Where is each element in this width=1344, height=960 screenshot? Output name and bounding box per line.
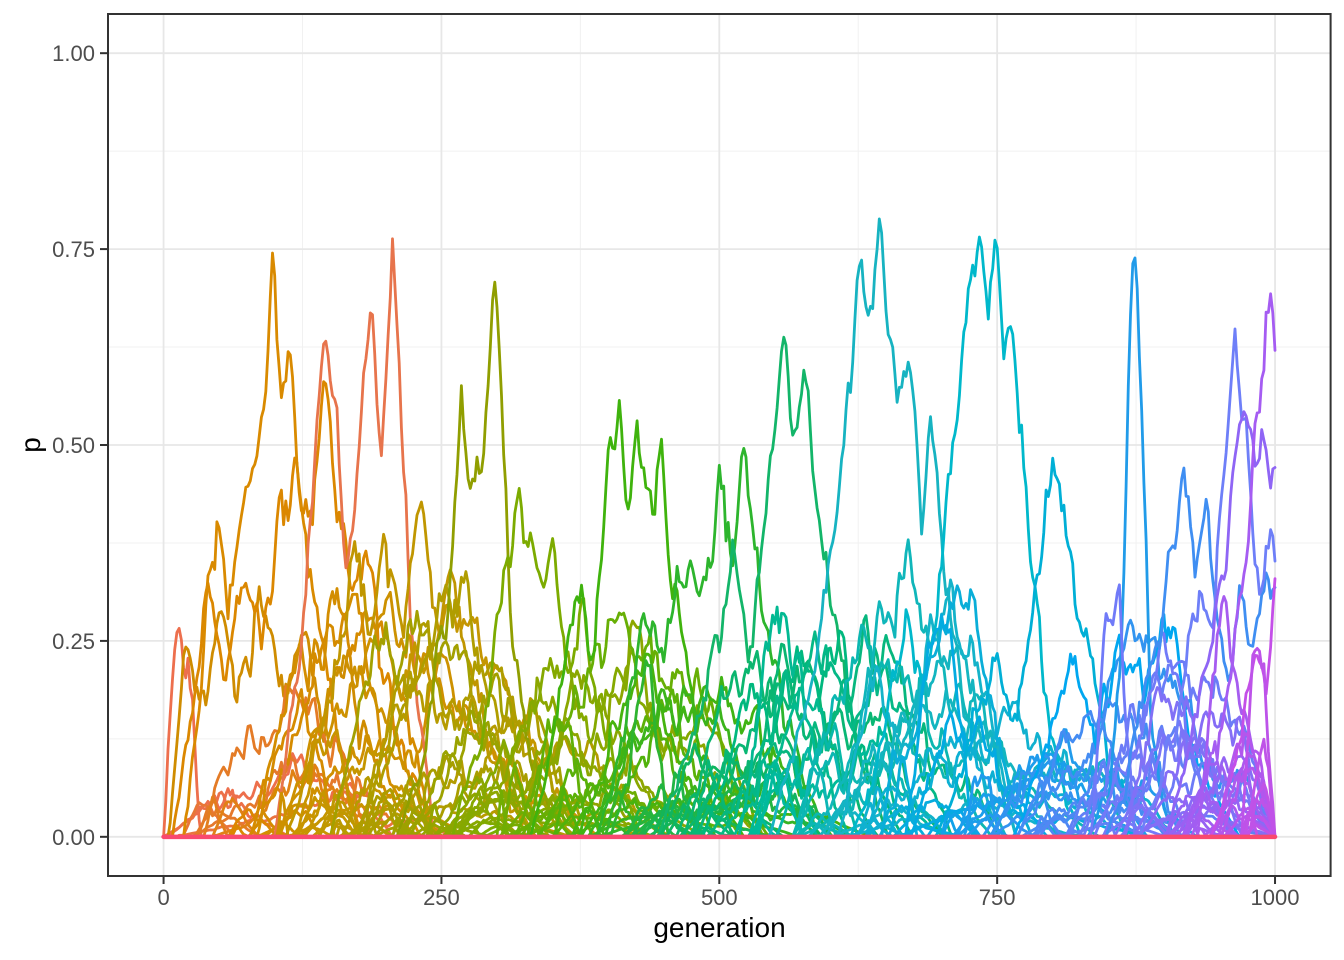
x-axis-title: generation <box>653 912 786 943</box>
y-tick-label: 0.25 <box>52 629 95 654</box>
y-tick-label: 0.50 <box>52 433 95 458</box>
y-tick-label: 1.00 <box>52 41 95 66</box>
y-axis-title: p <box>15 437 46 453</box>
x-tick-label: 250 <box>423 885 460 910</box>
x-tick-label: 0 <box>157 885 169 910</box>
y-tick-label: 0.75 <box>52 237 95 262</box>
y-tick-label: 0.00 <box>52 825 95 850</box>
x-tick-label: 1000 <box>1251 885 1300 910</box>
x-tick-label: 750 <box>979 885 1016 910</box>
x-tick-label: 500 <box>701 885 738 910</box>
